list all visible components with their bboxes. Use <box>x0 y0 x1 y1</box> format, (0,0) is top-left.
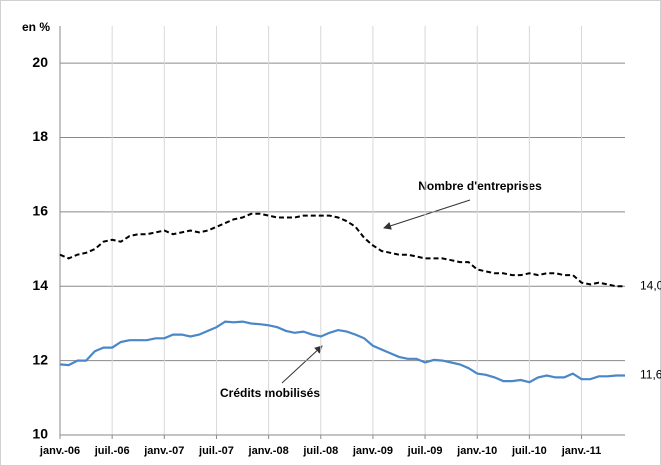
series-line <box>59 320 625 384</box>
y-axis-label: en % <box>22 20 50 34</box>
y-tick-label: 14 <box>32 277 48 293</box>
y-tick-label: 16 <box>32 203 48 219</box>
x-tick-label: janv.-11 <box>561 445 602 457</box>
series-line <box>59 212 625 288</box>
arrow <box>281 345 323 384</box>
x-tick-label: janv.-06 <box>39 445 80 457</box>
x-tick-label: juil.-07 <box>198 445 234 457</box>
y-tick-label: 10 <box>32 426 48 442</box>
x-tick-label: juil.-10 <box>511 445 547 457</box>
y-tick-label: 12 <box>32 351 48 367</box>
arrow <box>383 199 471 230</box>
x-tick-label: juil.-09 <box>407 445 443 457</box>
x-tick-label: janv.-09 <box>352 445 393 457</box>
x-tick-label: janv.-07 <box>143 445 184 457</box>
x-tick-label: janv.-08 <box>248 445 289 457</box>
y-tick-label: 20 <box>32 54 48 70</box>
y-tick-label: 18 <box>32 128 48 144</box>
x-tick-label: juil.-06 <box>94 445 130 457</box>
annotation: Nombre d'entreprises <box>418 179 542 193</box>
annotation: Crédits mobilisés <box>220 386 320 400</box>
x-tick-label: juil.-08 <box>302 445 338 457</box>
value-label: 11,6 <box>640 368 661 382</box>
x-tick-label: janv.-10 <box>456 445 497 457</box>
value-label: 14,0 <box>640 278 661 292</box>
